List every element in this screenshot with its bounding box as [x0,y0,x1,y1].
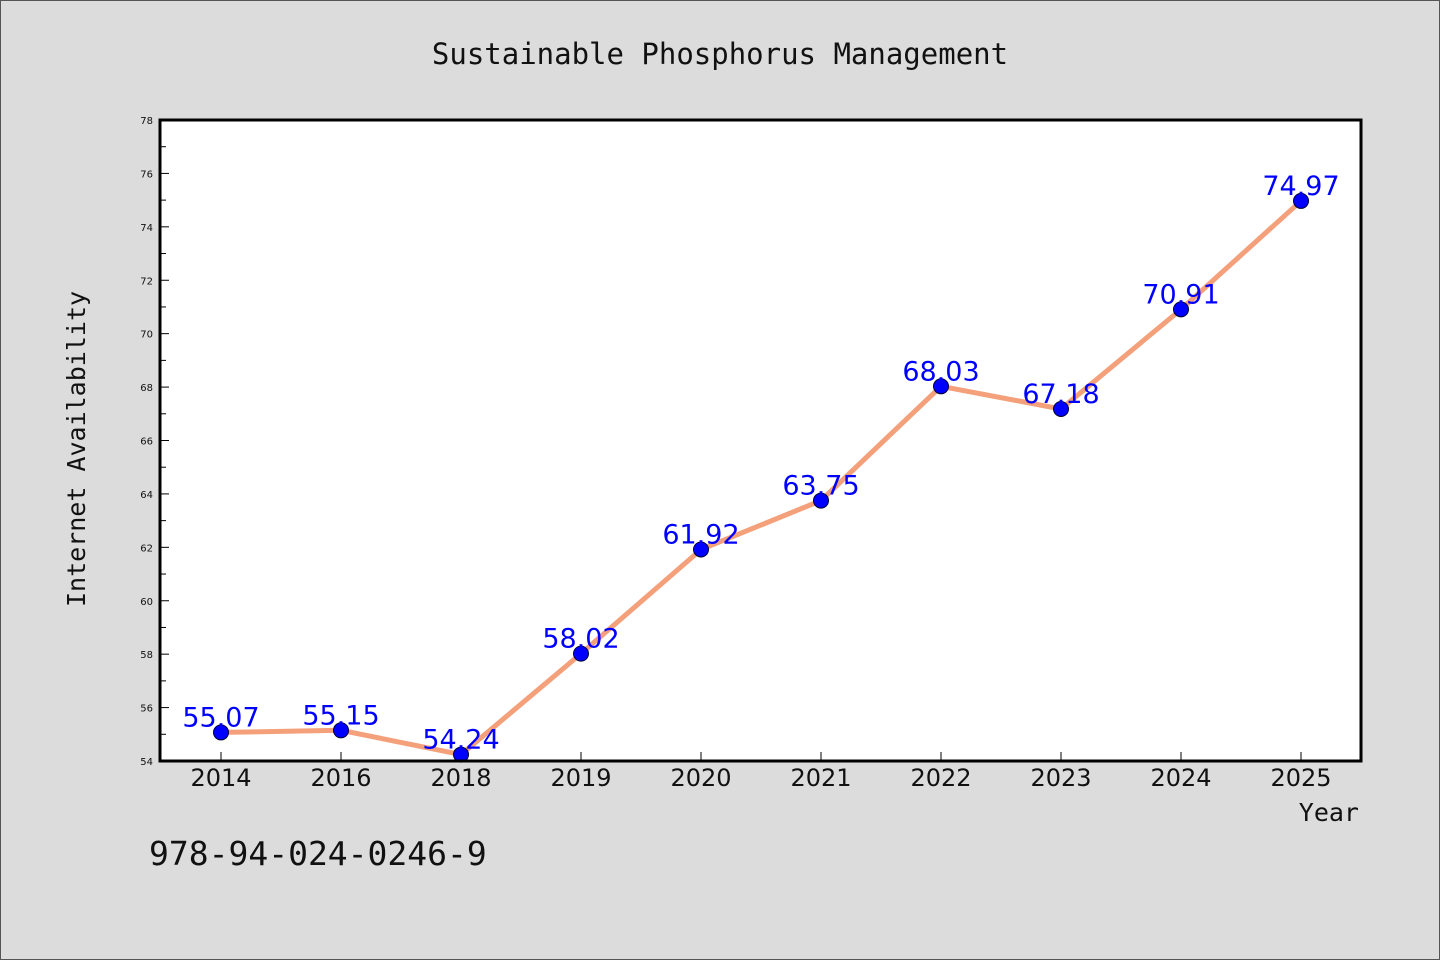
data-point [333,722,349,739]
y-tick-label: 76 [140,169,153,180]
data-point [1173,301,1189,318]
data-point [573,645,589,662]
data-point [1053,400,1069,417]
data-point [813,492,829,509]
x-tick-label: 2014 [190,764,251,792]
x-tick-label: 2019 [550,764,611,792]
x-tick-label: 2024 [1150,764,1211,792]
data-label: 55.15 [302,700,379,731]
isbn-label: 978-94-024-0246-9 [149,834,487,873]
data-label: 61.92 [662,519,739,550]
y-tick-label: 64 [140,490,153,501]
plot-frame [158,118,1363,763]
plot-area [160,120,1361,761]
y-tick-label: 60 [140,597,153,608]
data-point [933,378,949,395]
y-tick-label: 66 [140,437,153,448]
data-label: 58.02 [542,624,619,655]
y-axis-ticks: 54 56 58 60 62 64 66 68 70 72 74 76 78 [140,116,169,768]
x-tick-label: 2023 [1030,764,1091,792]
y-tick-label: 78 [140,116,153,127]
x-axis-ticks: 2014 2016 2018 2019 2020 2021 2022 2023 2024 2025 [190,752,1332,792]
y-tick-label: 56 [140,704,153,715]
x-tick-label: 2016 [310,764,371,792]
y-tick-label: 58 [140,650,153,661]
data-point [1293,192,1309,209]
x-axis-label: Year [1299,798,1359,827]
y-tick-label: 68 [140,383,153,394]
x-tick-label: 2018 [430,764,491,792]
data-markers [213,192,1309,763]
data-label: 67.18 [1022,379,1099,410]
x-tick-label: 2020 [670,764,731,792]
y-tick-label: 62 [140,543,153,554]
data-label: 68.03 [902,356,979,387]
y-tick-label: 70 [140,330,153,341]
data-label: 55.07 [182,702,259,733]
chart-title: Sustainable Phosphorus Management [432,37,1008,71]
data-point [693,541,709,558]
data-label: 70.91 [1142,279,1219,310]
x-tick-label: 2025 [1270,764,1331,792]
data-labels: 55.07 55.15 54.24 58.02 61.92 63.75 68.03 67.18… [182,171,1339,756]
x-tick-label: 2022 [910,764,971,792]
x-tick-label: 2021 [790,764,851,792]
series-line [218,198,1304,758]
y-tick-label: 72 [140,276,153,287]
y-tick-label: 54 [140,757,153,768]
data-label: 74.97 [1262,171,1339,202]
data-point [213,724,229,741]
data-label: 54.24 [422,725,499,756]
data-label: 63.75 [782,471,859,502]
y-axis-label: Internet Availability [62,291,91,607]
y-tick-label: 74 [140,223,153,234]
